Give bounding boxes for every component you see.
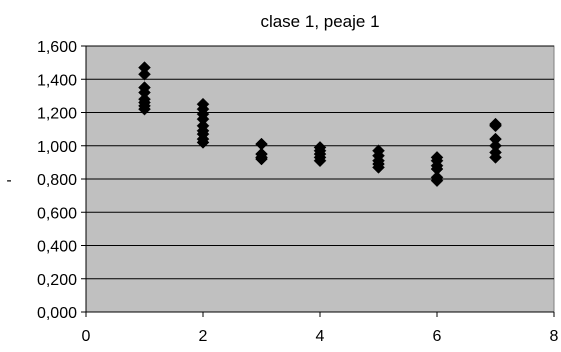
y-tick-label: 0,400 [37,239,77,256]
y-axis-label: - [6,172,11,189]
y-tick-label: 0,200 [37,272,77,289]
data-point [313,154,327,168]
data-point [255,152,268,166]
y-tick-label: 1,200 [37,106,77,123]
y-tick-label: 0,800 [37,172,77,189]
data-point [489,119,502,133]
data-point [430,174,444,188]
data-point [489,151,502,164]
y-tick-label: 1,000 [37,139,77,156]
data-point [138,67,151,81]
y-tick-label: 1,400 [37,72,77,89]
y-tick-label: 1,600 [37,39,77,56]
data-point [138,102,151,116]
data-point [372,161,385,174]
data-point [196,136,210,149]
y-tick-label: 0,000 [37,305,77,322]
x-tick-label: 6 [433,328,442,345]
x-tick-label: 8 [550,328,559,345]
y-tick-label: 0,600 [37,205,77,222]
x-tick-label: 2 [199,328,208,345]
chart-title: clase 1, peaje 1 [260,12,379,31]
axes: 0,000 0,200 0,400 0,600 0,800 1,000 1,200 1,400… [37,39,559,345]
data-points [138,61,502,188]
x-tick-label: 4 [316,328,325,345]
x-tick-label: 0 [82,328,91,345]
